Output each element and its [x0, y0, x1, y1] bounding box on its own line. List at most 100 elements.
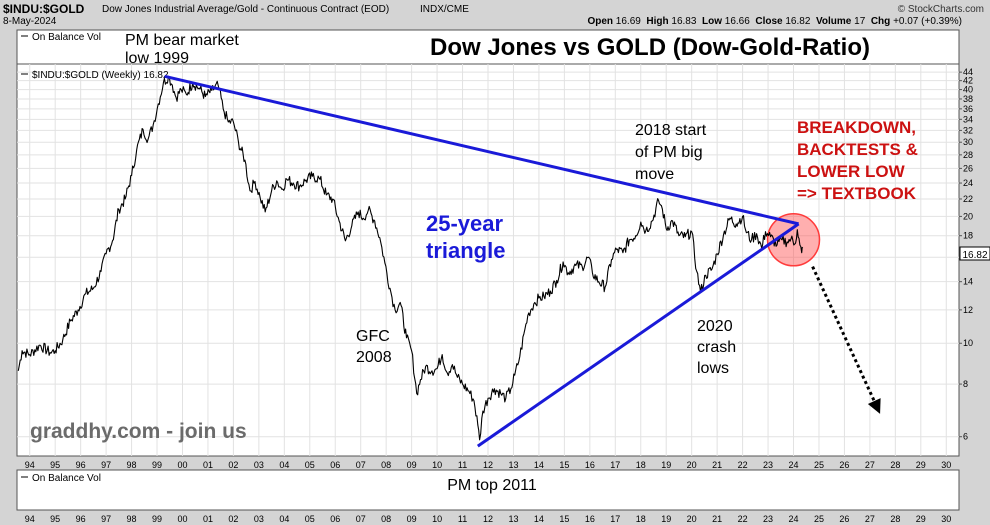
volume-value: 17: [854, 16, 866, 27]
x-tick-label: 09: [407, 460, 417, 470]
y-tick-label: 42: [963, 76, 973, 86]
high-label: High: [646, 16, 669, 27]
annotation-line: crash: [697, 339, 736, 356]
y-tick-label: 10: [963, 338, 973, 348]
annotation-line: => TEXTBOOK: [797, 184, 917, 203]
x-tick-label: 04: [279, 460, 289, 470]
x-tick-label: 24: [789, 460, 799, 470]
last-value-tag: 16.82: [959, 246, 990, 261]
x-tick-label: 03: [254, 460, 264, 470]
x-tick-label: 26: [839, 460, 849, 470]
x-tick-label-bottom: 00: [177, 514, 187, 524]
x-tick-label: 28: [890, 460, 900, 470]
x-tick-label-bottom: 16: [585, 514, 595, 524]
x-tick-label-bottom: 26: [839, 514, 849, 524]
x-tick-label: 08: [381, 460, 391, 470]
x-tick-label-bottom: 27: [865, 514, 875, 524]
x-tick-label-bottom: 07: [356, 514, 366, 524]
x-tick-label-bottom: 99: [152, 514, 162, 524]
x-tick-label: 21: [712, 460, 722, 470]
y-tick-label: 12: [963, 305, 973, 315]
annotation-line: of PM big: [635, 144, 703, 161]
annotation-pm-top-2011: PM top 2011: [447, 477, 537, 494]
x-tick-label: 07: [356, 460, 366, 470]
series-label: $INDU:$GOLD (Weekly) 16.82: [32, 70, 169, 81]
y-tick-label: 8: [963, 379, 968, 389]
y-tick-label: 40: [963, 85, 973, 95]
x-tick-label-bottom: 23: [763, 514, 773, 524]
bottom-obv-panel: [16, 469, 960, 511]
open-label: Open: [587, 16, 614, 27]
close-value: 16.82: [785, 16, 811, 27]
y-tick-label: 18: [963, 231, 973, 241]
x-tick-label-bottom: 25: [814, 514, 824, 524]
x-tick-label-bottom: 05: [305, 514, 315, 524]
date-label: 8-May-2024: [3, 16, 57, 27]
x-tick-label: 06: [330, 460, 340, 470]
x-tick-label: 29: [916, 460, 926, 470]
x-tick-label: 00: [177, 460, 187, 470]
x-tick-label-bottom: 01: [203, 514, 213, 524]
x-gridlines: [29, 64, 947, 456]
x-tick-label-bottom: 18: [636, 514, 646, 524]
volume-label: Volume: [815, 16, 852, 27]
copyright-label: © StockCharts.com: [897, 4, 984, 15]
x-tick-label: 10: [432, 460, 442, 470]
annotation-breakdown: BREAKDOWN, BACKTESTS & LOWER LOW => TEXTBOO…: [797, 118, 918, 203]
x-tick-label-bottom: 95: [50, 514, 60, 524]
x-tick-label: 16: [585, 460, 595, 470]
x-tick-label: 15: [559, 460, 569, 470]
chart-title: Dow Jones vs GOLD (Dow-Gold-Ratio): [430, 34, 870, 61]
bottom-obv-label: On Balance Vol: [32, 473, 101, 484]
y-tick-label: 22: [963, 194, 973, 204]
x-tick-label-bottom: 13: [508, 514, 518, 524]
x-tick-label: 25: [814, 460, 824, 470]
annotation-line: 2018 start: [635, 122, 707, 139]
y-tick-label: 44: [963, 67, 973, 77]
annotation-line: LOWER LOW: [797, 162, 906, 181]
x-tick-label: 20: [687, 460, 697, 470]
x-tick-label: 22: [738, 460, 748, 470]
chart-header: $INDU:$GOLD Dow Jones Industrial Average…: [0, 0, 990, 30]
x-tick-label-bottom: 17: [610, 514, 620, 524]
annotation-line: lows: [697, 360, 729, 377]
x-tick-label-bottom: 19: [661, 514, 671, 524]
annotation-line: 2020: [697, 318, 733, 335]
x-tick-label-bottom: 28: [890, 514, 900, 524]
y-tick-label: 28: [963, 150, 973, 160]
x-tick-label-bottom: 03: [254, 514, 264, 524]
projection-arrow: [811, 266, 876, 402]
x-tick-label-bottom: 06: [330, 514, 340, 524]
x-tick-label-bottom: 12: [483, 514, 493, 524]
x-tick-label-bottom: 21: [712, 514, 722, 524]
annotation-line: GFC: [356, 328, 390, 345]
x-tick-label: 14: [534, 460, 544, 470]
annotation-line: move: [635, 166, 674, 183]
annotation-line: PM bear market: [125, 32, 239, 49]
annotation-line: 2008: [356, 349, 392, 366]
x-tick-label-bottom: 30: [941, 514, 951, 524]
annotation-25-year-triangle: 25-year triangle: [426, 211, 505, 263]
annotation-2020-crash-lows: 2020 crash lows: [697, 318, 736, 377]
y-tick-label: 32: [963, 125, 973, 135]
price-series-line: [17, 75, 804, 441]
open-value: 16.69: [615, 16, 641, 27]
lower-trendline: [476, 222, 800, 448]
last-value-box: [959, 246, 990, 261]
x-tick-label-bottom: 11: [458, 514, 467, 524]
y-tick-label: 36: [963, 104, 973, 114]
x-tick-label-bottom: 29: [916, 514, 926, 524]
x-tick-label-bottom: 94: [25, 514, 35, 524]
top-obv-label: On Balance Vol: [32, 32, 101, 43]
annotation-line: BREAKDOWN,: [797, 118, 916, 137]
breakdown-highlight-circle: [766, 213, 821, 267]
annotation-line: triangle: [426, 238, 505, 263]
close-label: Close: [755, 16, 783, 27]
annotation-gfc-2008: GFC 2008: [356, 328, 392, 366]
x-tick-label: 97: [101, 460, 111, 470]
watermark-graddhy: graddhy.com - join us: [30, 420, 247, 443]
x-tick-label-bottom: 02: [228, 514, 238, 524]
x-tick-label-bottom: 24: [789, 514, 799, 524]
chg-label: Chg: [870, 16, 891, 27]
